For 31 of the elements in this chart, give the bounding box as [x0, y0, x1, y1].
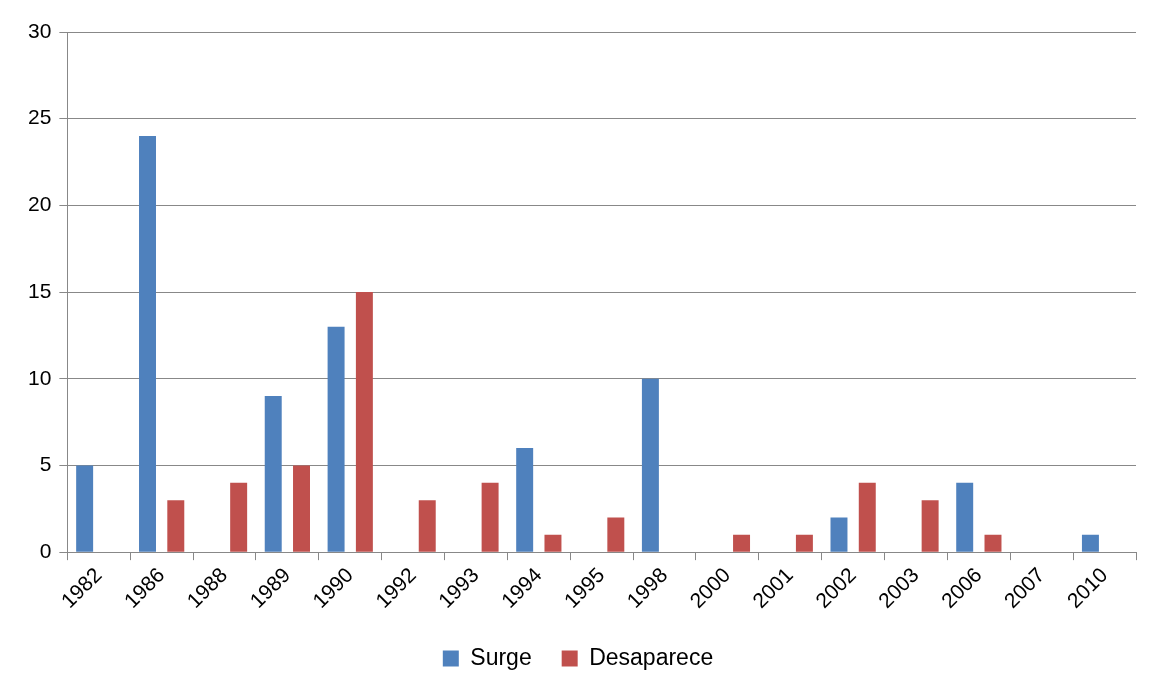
bar	[1081, 534, 1099, 552]
bar	[76, 465, 94, 552]
bar	[921, 500, 939, 552]
legend-label: Desaparece	[589, 643, 714, 670]
bar	[264, 396, 282, 552]
bar	[641, 378, 659, 552]
bar	[418, 500, 436, 552]
bar	[355, 292, 373, 552]
legend-label: Surge	[470, 643, 532, 670]
bar	[327, 326, 345, 552]
y-tick-label: 0	[39, 538, 52, 562]
y-tick-label: 25	[28, 105, 52, 129]
bar	[984, 534, 1002, 552]
bar	[167, 500, 185, 552]
bar	[607, 517, 625, 552]
bar	[139, 136, 156, 552]
bar	[293, 465, 310, 552]
bar	[516, 448, 534, 552]
bar	[230, 482, 248, 552]
bar	[795, 534, 813, 552]
bar	[481, 482, 499, 552]
y-tick-label: 5	[39, 452, 52, 476]
y-tick-label: 20	[28, 192, 52, 216]
bar	[733, 534, 751, 552]
bar	[858, 482, 876, 552]
bar	[544, 534, 562, 552]
y-tick-label: 15	[28, 278, 52, 302]
y-tick-label: 10	[28, 365, 52, 389]
bar	[956, 482, 974, 552]
y-tick-label: 30	[28, 18, 52, 42]
bar	[830, 517, 848, 552]
